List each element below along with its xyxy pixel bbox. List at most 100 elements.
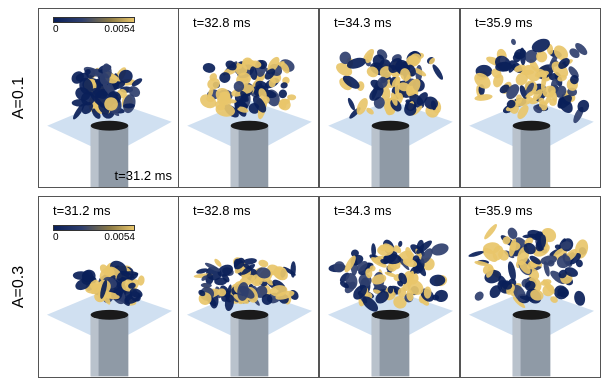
vortex-blob <box>577 99 590 113</box>
nozzle-rim <box>512 120 551 131</box>
nozzle-highlight <box>512 314 521 377</box>
vortex-blob <box>431 243 449 256</box>
vortex-blob <box>519 85 528 99</box>
vortex-blob <box>398 240 403 247</box>
vortex-blob <box>374 284 388 290</box>
vortex-blob <box>495 61 513 72</box>
panel-a01-t2: t=32.8 ms <box>178 8 319 188</box>
time-label: t=32.8 ms <box>193 203 251 218</box>
vortex-blob <box>380 258 389 265</box>
vortex-blob <box>381 86 391 102</box>
vortex-blob <box>208 87 214 98</box>
vortex-blob <box>531 38 550 53</box>
vortex-blob <box>275 290 295 300</box>
vortex-blob <box>519 47 526 66</box>
vortex-blob <box>397 287 407 298</box>
vortex-blob <box>522 233 543 239</box>
vortex-blob <box>249 66 258 80</box>
nozzle-rim <box>230 120 269 131</box>
vortex-blob <box>507 227 518 239</box>
panel-a03-t4: t=35.9 ms <box>460 196 601 378</box>
vortex-blob <box>128 282 136 289</box>
vortex-blob <box>420 248 433 264</box>
vortex-blob <box>339 51 352 65</box>
nozzle-rim <box>371 309 410 320</box>
vortex-blob <box>241 263 256 275</box>
vortex-blob <box>196 268 208 274</box>
vortex-blob <box>214 100 226 111</box>
vortex-blob <box>533 89 543 101</box>
vortex-blob <box>71 71 84 84</box>
vortex-blob <box>406 78 421 96</box>
vortex-blob <box>258 259 269 268</box>
vortex-blob <box>198 289 206 297</box>
vortex-blob <box>564 267 578 277</box>
vortex-blob <box>215 88 231 103</box>
vortex-blob <box>372 54 385 67</box>
row-label-a01: A=0.1 <box>4 8 34 188</box>
row-label-text: A=0.1 <box>10 76 28 120</box>
vortex-blob <box>234 97 245 110</box>
vortex-blob <box>492 245 504 261</box>
vortex-blob <box>489 285 501 299</box>
vortex-blob <box>261 294 273 305</box>
vortex-blob <box>486 266 494 278</box>
nozzle-highlight <box>90 125 99 187</box>
nozzle-highlight <box>230 314 239 377</box>
vortex-blob <box>515 72 528 86</box>
vortex-blob <box>205 273 214 285</box>
vortex-blob <box>217 288 227 297</box>
row-label-text: A=0.3 <box>10 265 28 309</box>
vortex-blob <box>287 94 297 101</box>
vortex-blob <box>404 103 417 116</box>
vortex-blob <box>538 97 545 105</box>
vortex-blob <box>502 236 511 245</box>
vortex-blob <box>115 287 124 296</box>
vortex-blob <box>557 95 572 109</box>
time-label: t=32.8 ms <box>193 15 251 30</box>
vortex-blob <box>371 274 387 285</box>
vortex-blob <box>515 94 523 104</box>
nozzle-highlight <box>371 314 380 377</box>
vortex-blob <box>574 290 586 306</box>
vortex-blob <box>256 267 271 279</box>
vortex-blob <box>366 107 374 115</box>
vortex-blob <box>379 244 387 252</box>
vortex-blob <box>407 279 424 295</box>
time-label: t=34.3 ms <box>334 203 392 218</box>
vortex-blob <box>200 282 212 288</box>
nozzle-rim <box>512 309 551 320</box>
vortex-isosurface-image <box>46 260 173 377</box>
vortex-blob <box>474 291 484 301</box>
vortex-blob <box>369 265 376 272</box>
vortex-blob <box>501 280 513 290</box>
vortex-blob <box>280 82 288 89</box>
vortex-blob <box>536 234 547 251</box>
nozzle-rim <box>90 309 129 320</box>
vortex-blob <box>225 60 237 71</box>
vortex-blob <box>342 75 360 89</box>
vortex-blob <box>557 291 566 297</box>
vortex-blob <box>394 245 402 254</box>
panel-a03-t2: t=32.8 ms <box>178 196 319 378</box>
vortex-blob <box>356 98 368 115</box>
vortex-blob <box>567 253 581 265</box>
vortex-blob <box>429 274 446 287</box>
vortex-blob <box>560 241 572 250</box>
vortex-blob <box>366 66 379 78</box>
vortex-blob <box>91 108 101 119</box>
vortex-isosurface-image <box>47 63 172 187</box>
vortex-blob <box>235 63 248 76</box>
panel-a01-t4: t=35.9 ms <box>460 8 601 188</box>
vortex-blob <box>474 260 489 267</box>
vortex-blob <box>523 64 540 82</box>
vortex-blob <box>553 45 569 61</box>
vortex-blob <box>474 94 493 101</box>
vortex-blob <box>339 281 349 289</box>
vortex-blob <box>137 275 145 286</box>
vortex-blob <box>346 57 366 69</box>
vortex-blob <box>251 60 262 68</box>
vortex-blob <box>419 297 430 306</box>
vortex-blob <box>536 50 548 63</box>
vortex-blob <box>474 72 491 89</box>
